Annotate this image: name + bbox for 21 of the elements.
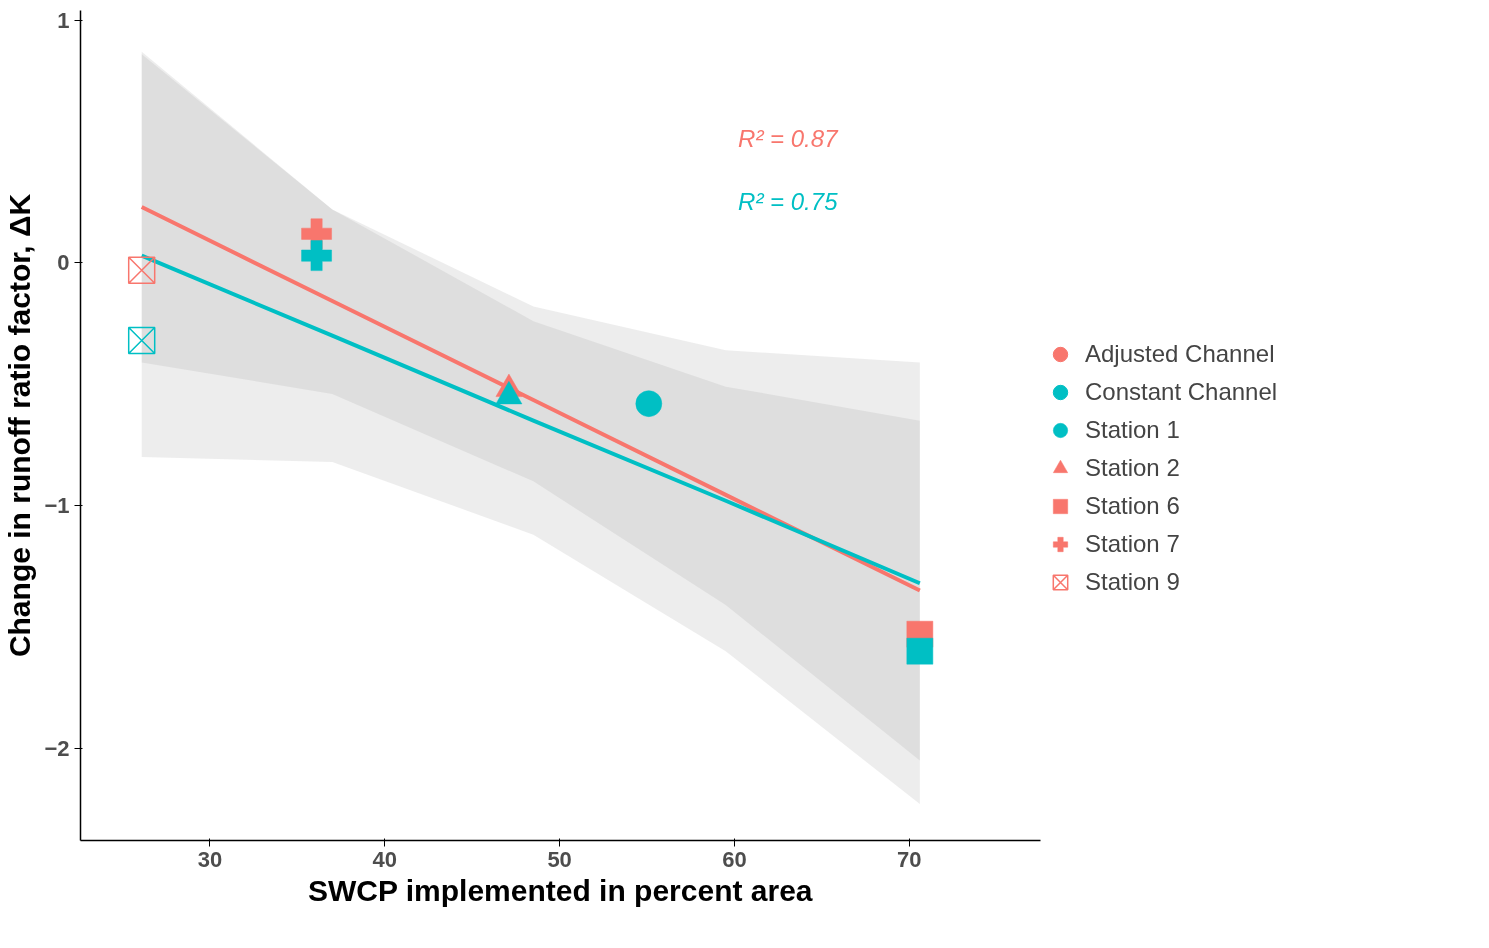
y-tick-label: −2 bbox=[44, 735, 70, 761]
y-tick-label: 0 bbox=[57, 250, 70, 276]
legend-label: Constant Channel bbox=[1085, 377, 1278, 407]
legend-label: Adjusted Channel bbox=[1085, 339, 1275, 369]
x-axis-title: SWCP implemented in percent area bbox=[307, 873, 813, 907]
x-tick-label: 30 bbox=[197, 846, 223, 872]
y-tick-label: 1 bbox=[57, 7, 70, 33]
x-tick-label: 60 bbox=[722, 846, 747, 872]
legend-label: Station 9 bbox=[1085, 567, 1180, 597]
legend-label: Station 2 bbox=[1085, 453, 1180, 483]
annotation: R² = 0.87 bbox=[738, 124, 840, 152]
x-tick-label: 50 bbox=[547, 846, 572, 872]
y-axis-title: Change in runoff ratio factor, ΔK bbox=[3, 193, 37, 658]
legend-label: Station 1 bbox=[1085, 415, 1180, 445]
y-tick-label: −1 bbox=[44, 493, 70, 519]
point bbox=[635, 390, 663, 417]
legend-label: Station 7 bbox=[1085, 529, 1180, 559]
legend-label: Station 6 bbox=[1085, 491, 1180, 521]
annotation: R² = 0.75 bbox=[738, 187, 839, 215]
x-tick-label: 70 bbox=[897, 846, 922, 872]
x-tick-label: 40 bbox=[372, 846, 398, 872]
